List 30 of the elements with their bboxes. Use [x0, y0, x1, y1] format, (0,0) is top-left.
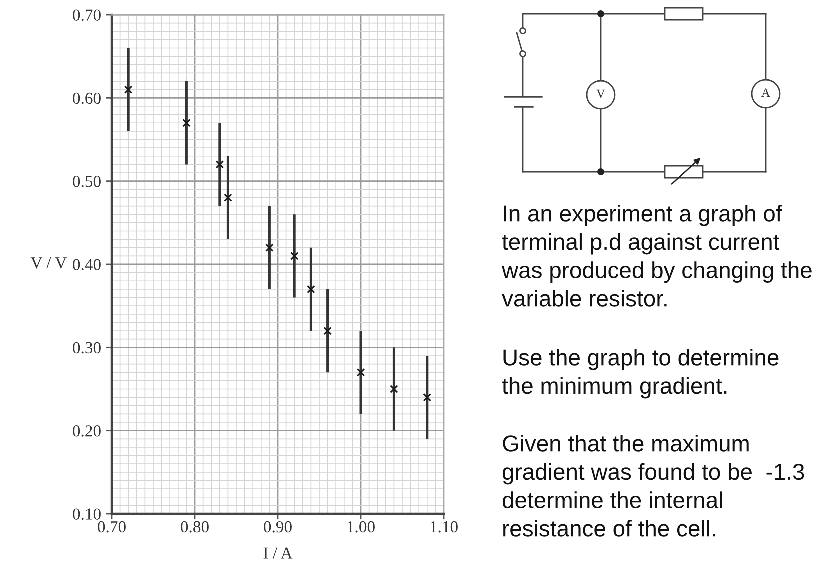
text: A: [762, 88, 770, 98]
x-tick-label: 1.10: [430, 521, 458, 533]
point: [324, 326, 332, 336]
point: [266, 244, 274, 252]
x-tick-label: 0.70: [98, 521, 126, 533]
text: In an experiment a graph of terminal p.d against current was produced by changing the variable resistor.: [502, 205, 812, 307]
y-tick-label: 0.60: [73, 92, 101, 104]
y-tick-label: 0.40: [73, 259, 101, 271]
y-tick-label: 0.20: [73, 426, 101, 437]
point: [290, 252, 299, 260]
text: Use the graph to determine the minimum gradient.: [502, 349, 779, 399]
x-axis-title: I / A: [264, 548, 293, 559]
y-axis-title: V / V: [30, 258, 67, 269]
point: [224, 194, 232, 202]
y-tick-label: 0.30: [73, 342, 101, 354]
point: [423, 393, 432, 402]
point: [182, 118, 191, 128]
text: Given that the maximum gradient was found to be -1.3 determine the internal resistance of the cell.: [502, 435, 804, 537]
x-tick-label: 0.90: [264, 521, 292, 533]
y-tick-label: 0.50: [73, 176, 101, 188]
x-tick-label: 0.80: [181, 521, 209, 533]
point: [124, 86, 133, 94]
point: [216, 160, 224, 169]
point: [390, 385, 398, 394]
point: [307, 285, 316, 294]
point: [356, 368, 366, 377]
text: V: [596, 90, 606, 98]
y-tick-label: 0.70: [73, 10, 101, 22]
x-tick-label: 1.00: [348, 521, 375, 533]
y-tick-label: 0.10: [73, 508, 101, 520]
